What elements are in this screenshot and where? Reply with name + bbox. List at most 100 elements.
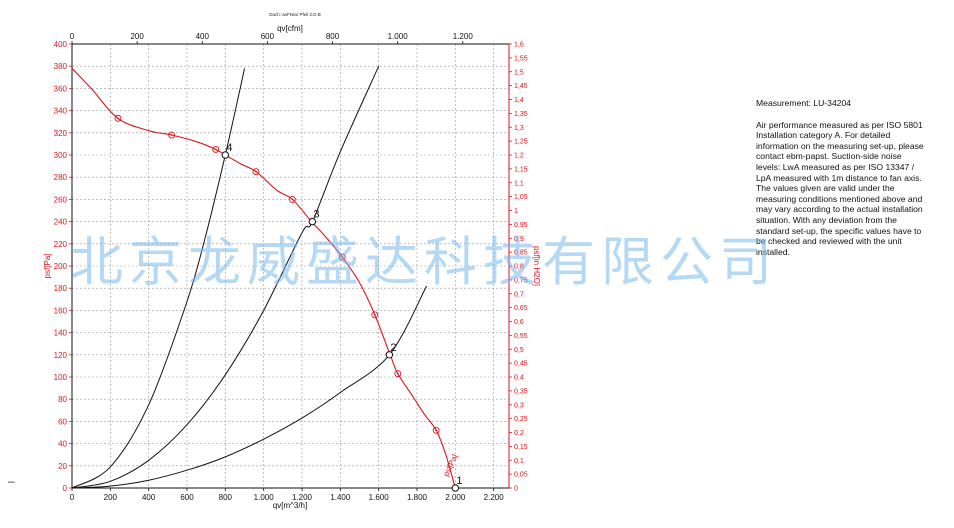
- x-bottom-tick-label: 800: [219, 493, 233, 502]
- y-left-tick-label: 20: [58, 462, 67, 471]
- y-right-tick-label: 0,4: [514, 375, 524, 382]
- operating-point-marker: [451, 484, 460, 492]
- y-left-tick-label: 280: [54, 173, 68, 182]
- measurement-marker: [212, 145, 220, 153]
- y-left-tick-label: 340: [54, 107, 68, 116]
- y-right-tick-label: 0,55: [514, 333, 528, 340]
- y-right-tick-label: 0,8: [514, 264, 524, 271]
- y-right-tick-label: 0: [514, 486, 518, 493]
- system-curve-line: [71, 65, 380, 489]
- measurement-marker-dot: [170, 134, 173, 136]
- y-right-tick-label: 1,1: [514, 180, 524, 187]
- y-left-tick-label: 320: [54, 129, 68, 138]
- y-left-tick-label: 120: [54, 351, 68, 360]
- measurement-id: Measurement: LU-34204: [756, 98, 852, 108]
- x-top-tick-label: 800: [326, 32, 340, 41]
- chart-title: Dach: axFN/ar Pfeil 2.D.B: [269, 12, 321, 17]
- measurement-marker-dot: [214, 148, 217, 151]
- y-left-tick-label: 100: [54, 373, 68, 382]
- y-right-axis-label: psf[in H2O]: [532, 246, 541, 286]
- y-left-tick-label: 80: [58, 395, 67, 404]
- y-right-tick-label: 0,3: [514, 402, 524, 409]
- x-bottom-axis-label: qv[m^3/h]: [273, 501, 307, 510]
- measurement-marker: [252, 168, 260, 176]
- x-bottom-tick-label: 2.200: [484, 493, 505, 502]
- operating-point-label: 3: [313, 209, 319, 221]
- grid-lines: [72, 43, 509, 488]
- y-right-tick-label: 1,55: [514, 55, 528, 62]
- operating-points: 1 2 3 4: [221, 142, 462, 492]
- y-right-tick-label: 0,5: [514, 347, 524, 354]
- y-right-tick-label: 0,7: [514, 291, 524, 298]
- x-top-tick-label: 600: [261, 32, 275, 41]
- y-left-tick-label: 40: [58, 440, 67, 449]
- x-top-tick-label: 400: [196, 32, 210, 41]
- dash-mark: –: [8, 474, 15, 488]
- y-right-tick-label: 0,25: [514, 416, 528, 423]
- x-top-tick-label: 0: [70, 32, 75, 41]
- y-left-axis-label: psf[Pa]: [43, 254, 52, 279]
- y-right-tick-label: 1,25: [514, 139, 528, 146]
- y-right-tick-label: 1: [514, 208, 518, 215]
- series-layer: psf[Pa]: [71, 65, 459, 489]
- measurement-marker-dot: [341, 256, 344, 259]
- y-left-tick-label: 260: [54, 195, 68, 204]
- y-right-tick-label: 1,05: [514, 194, 528, 201]
- y-right-tick-label: 0,35: [514, 388, 528, 395]
- x-top-axis-label: qv[cfm]: [277, 24, 303, 33]
- x-bottom-tick-label: 600: [180, 493, 194, 502]
- y-left-tick-label: 160: [54, 306, 68, 315]
- y-right-tick-label: 0,65: [514, 305, 528, 312]
- measurement-marker-dot: [396, 372, 399, 375]
- y-left-tick-label: 300: [54, 151, 68, 160]
- x-top-tick-label: 1.200: [453, 32, 474, 41]
- measurement-marker: [371, 311, 379, 319]
- y-left-tick-label: 380: [54, 62, 68, 71]
- y-right-tick-label: 1,3: [514, 125, 524, 132]
- x-bottom-tick-label: 1.200: [292, 493, 313, 502]
- measurement-marker: [114, 114, 122, 122]
- operating-point-label: 4: [226, 142, 232, 154]
- operating-point-label: 1: [456, 475, 462, 487]
- y-right-tick-label: 0,45: [514, 361, 528, 368]
- x-bottom-tick-label: 1.800: [407, 493, 428, 502]
- operating-point-marker: [385, 351, 394, 359]
- y-right-tick-label: 1,4: [514, 97, 524, 104]
- x-bottom-tick-label: 1.400: [330, 493, 351, 502]
- x-bottom-tick-label: 400: [142, 493, 156, 502]
- x-bottom-tick-label: 1.600: [369, 493, 390, 502]
- x-top-tick-label: 1.000: [388, 32, 409, 41]
- operating-point-label: 2: [390, 342, 396, 354]
- y-left-tick-label: 240: [54, 218, 68, 227]
- y-left-tick-label: 180: [54, 284, 68, 293]
- x-bottom-tick-label: 1.000: [254, 493, 275, 502]
- measurement-marker-dot: [117, 117, 119, 120]
- measurement-marker: [168, 131, 176, 139]
- y-right-tick-label: 1,15: [514, 166, 528, 173]
- fan-curve-series-label: psf[Pa]: [441, 453, 459, 478]
- y-right-tick-label: 0,6: [514, 319, 524, 326]
- measurement-marker-dot: [291, 198, 294, 201]
- x-bottom-tick-label: 200: [104, 493, 118, 502]
- measurement-marker: [432, 426, 440, 434]
- measurement-marker-dot: [373, 313, 376, 316]
- axes: 0 200 400 600 800 1.000 1.200 1.400 1.600 1.800 2.…: [54, 32, 528, 502]
- measurement-description: Air performance measured as per ISO 5801…: [756, 119, 924, 257]
- y-right-tick-label: 0,1: [514, 458, 524, 465]
- measurement-notes: Measurement: LU-34204 Air performance me…: [756, 98, 928, 257]
- measurement-marker-dot: [435, 429, 438, 432]
- y-right-tick-label: 0,95: [514, 222, 528, 229]
- y-right-tick-label: 1,45: [514, 83, 528, 90]
- system-curve-line: [71, 68, 245, 489]
- fan-curve-line: [71, 68, 456, 489]
- y-left-tick-label: 200: [54, 262, 68, 271]
- y-right-tick-label: 0,75: [514, 277, 528, 284]
- measurement-marker: [338, 253, 346, 261]
- y-right-tick-label: 1,6: [514, 42, 524, 49]
- operating-point-marker: [308, 217, 317, 226]
- y-right-tick-label: 0,15: [514, 444, 528, 451]
- y-left-tick-label: 60: [58, 417, 67, 426]
- y-left-tick-label: 0: [63, 484, 68, 493]
- system-curve-line: [71, 285, 428, 489]
